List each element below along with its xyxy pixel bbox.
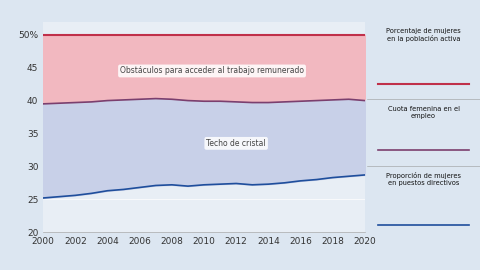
Text: Techo de cristal: Techo de cristal (206, 139, 266, 148)
Text: Porcentaje de mujeres
en la población activa: Porcentaje de mujeres en la población ac… (386, 28, 461, 42)
Text: Proporción de mujeres
en puestos directivos: Proporción de mujeres en puestos directi… (386, 172, 461, 186)
Text: Cuota femenina en el
empleo: Cuota femenina en el empleo (388, 106, 460, 119)
Text: Obstáculos para acceder al trabajo remunerado: Obstáculos para acceder al trabajo remun… (120, 66, 304, 75)
